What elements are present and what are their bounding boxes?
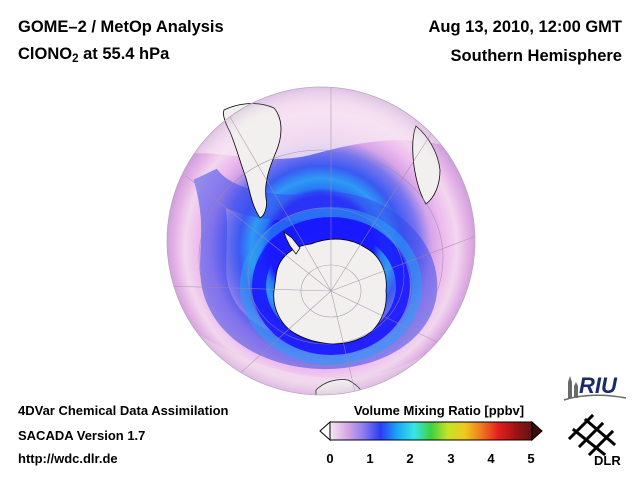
species-level-label: ClONO2 at 55.4 hPa bbox=[18, 45, 169, 65]
species-subscript: 2 bbox=[72, 53, 79, 65]
analysis-date: Aug 13, 2010, 12:00 GMT bbox=[428, 18, 623, 36]
riu-tower-icon bbox=[568, 376, 578, 398]
colorbar-tick-4: 4 bbox=[487, 451, 495, 466]
dlr-logo: DLR bbox=[567, 413, 621, 468]
riu-logo-text: RIU bbox=[579, 373, 618, 398]
hemisphere-label: Southern Hemisphere bbox=[450, 47, 622, 65]
colorbar-tick-1: 1 bbox=[366, 451, 374, 466]
colorbar-scale bbox=[329, 421, 533, 441]
colorbar-tick-3: 3 bbox=[447, 451, 455, 466]
colorbar-underflow-arrow bbox=[319, 420, 331, 442]
species-name: ClONO bbox=[18, 45, 73, 63]
riu-logo: RIU bbox=[563, 373, 627, 401]
website-link[interactable]: http://wdc.dlr.de bbox=[18, 451, 118, 466]
polar-globe-map bbox=[166, 86, 476, 396]
version-label: SACADA Version 1.7 bbox=[18, 428, 146, 443]
riu-swoosh bbox=[563, 394, 627, 401]
colorbar-overflow-arrow bbox=[531, 420, 543, 442]
map-title: GOME–2 / MetOp Analysis bbox=[18, 18, 224, 36]
dlr-logo-text: DLR bbox=[594, 453, 621, 468]
assimilation-label: 4DVar Chemical Data Assimilation bbox=[18, 403, 229, 418]
globe-limb-shading bbox=[167, 87, 475, 395]
colorbar bbox=[319, 420, 543, 442]
pressure-level: at 55.4 hPa bbox=[78, 45, 170, 63]
colorbar-tick-0: 0 bbox=[326, 451, 334, 466]
colorbar-tick-5: 5 bbox=[527, 451, 535, 466]
colorbar-title: Volume Mixing Ratio [ppbv] bbox=[353, 403, 525, 418]
dlr-emblem bbox=[567, 413, 617, 457]
colorbar-tick-2: 2 bbox=[406, 451, 414, 466]
globe-outline bbox=[166, 86, 476, 396]
